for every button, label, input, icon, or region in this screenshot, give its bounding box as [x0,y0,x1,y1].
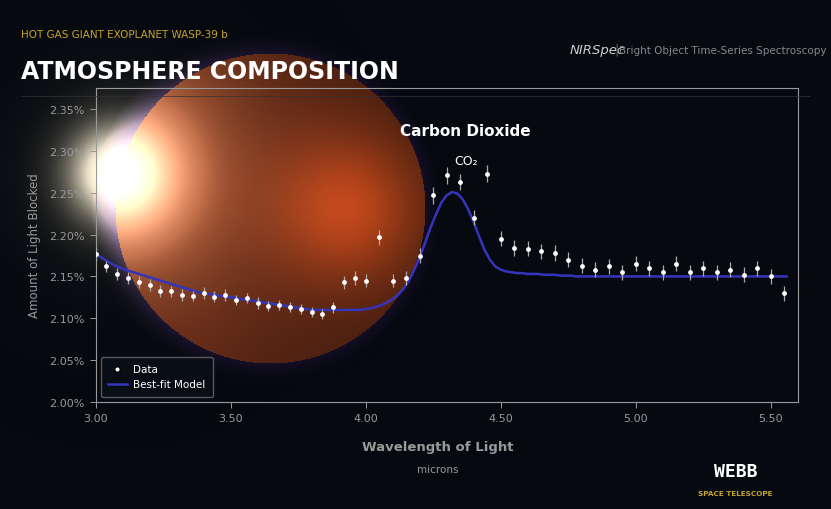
Point [494,235,507,243]
Point [588,266,602,274]
Point [696,265,710,273]
Point [534,248,548,256]
Text: |: | [611,43,619,56]
Point [386,277,400,285]
Y-axis label: Amount of Light Blocked: Amount of Light Blocked [27,174,41,318]
Point [372,234,386,242]
Point [219,291,232,299]
Point [132,278,145,287]
Point [426,192,440,200]
Text: CO₂: CO₂ [454,155,477,168]
Point [629,260,642,268]
Point [440,172,454,180]
Point [273,301,286,309]
Point [508,244,521,252]
Point [111,270,124,278]
Point [562,256,575,264]
Point [100,263,113,271]
Point [262,302,275,310]
Point [737,271,750,279]
Point [240,295,253,303]
Point [208,293,221,301]
Point [165,288,178,296]
Text: HOT GAS GIANT EXOPLANET WASP-39 b: HOT GAS GIANT EXOPLANET WASP-39 b [21,30,228,40]
Text: Wavelength of Light: Wavelength of Light [362,440,514,454]
Text: ATMOSPHERE COMPOSITION: ATMOSPHERE COMPOSITION [21,60,399,84]
Legend: Data, Best-fit Model: Data, Best-fit Model [101,357,213,397]
Point [778,290,791,298]
Text: microns: microns [417,464,459,474]
Point [750,265,764,273]
Point [305,308,318,316]
Point [656,269,670,277]
Point [337,278,351,287]
Text: WEBB: WEBB [714,462,757,480]
Point [724,266,737,274]
Point [175,291,189,299]
Point [316,310,329,319]
Point [602,263,616,271]
Point [480,170,494,178]
Text: Bright Object Time-Series Spectroscopy: Bright Object Time-Series Spectroscopy [619,45,827,55]
Point [467,214,480,222]
Point [229,296,243,304]
Point [616,269,629,277]
Point [400,274,413,282]
Point [548,249,562,258]
Point [89,250,102,259]
Point [413,252,426,260]
Text: SPACE TELESCOPE: SPACE TELESCOPE [698,490,773,496]
Point [348,274,361,282]
Point [121,274,135,282]
Point [454,179,467,187]
Point [327,304,340,312]
Point [283,304,297,312]
Point [765,273,778,281]
Point [143,281,156,289]
Point [294,305,307,314]
Point [359,277,372,285]
Point [154,287,167,295]
Point [642,265,656,273]
Point [683,269,696,277]
Point [186,292,199,300]
Point [197,290,210,298]
Point [251,299,264,307]
Point [670,260,683,268]
Point [711,269,724,277]
Point [521,245,534,253]
Text: NIRSpec: NIRSpec [569,43,624,56]
Text: Carbon Dioxide: Carbon Dioxide [401,124,531,139]
Point [575,262,588,270]
